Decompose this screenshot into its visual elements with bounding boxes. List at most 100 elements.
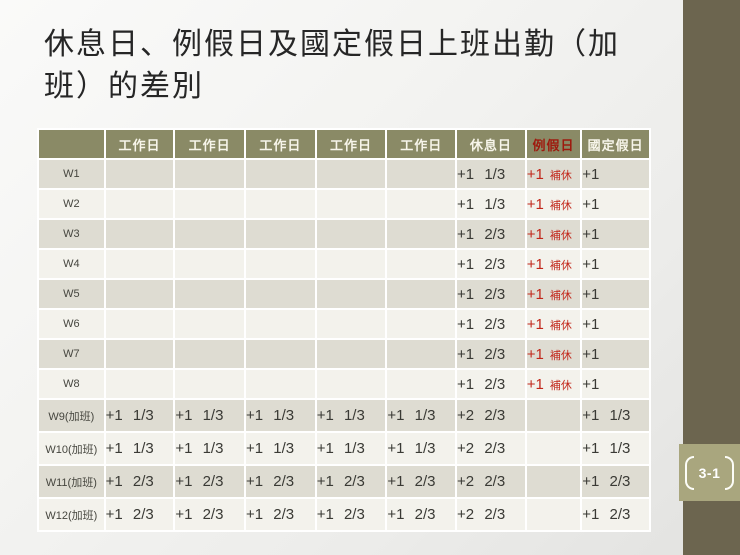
table-cell	[387, 310, 456, 338]
table-cell	[526, 400, 581, 431]
row-label: W7	[39, 340, 104, 368]
table-cell	[387, 220, 456, 248]
cell-note: 補休	[549, 229, 572, 242]
table-cell: +1	[582, 340, 649, 368]
table-cell: +1 1/3	[105, 400, 174, 431]
table-cell	[526, 433, 581, 464]
table-row: W11(加班) +1 2/3 +1 2/3 +1 2/3 +1 2/3 +1 2/3 +2 …	[39, 466, 649, 497]
table-row: W3 +1 2/3 +1 補休 +1	[39, 220, 649, 248]
table-cell: +1 2/3	[457, 220, 525, 248]
table-cell	[316, 160, 386, 188]
table-cell	[105, 280, 174, 308]
table-cell: +1 1/3	[457, 190, 525, 218]
table-cell: +2 2/3	[457, 433, 525, 464]
column-header: 休息日	[457, 130, 525, 158]
table-cell: +2 2/3	[457, 400, 525, 431]
table-header-row: 工作日 工作日 工作日 工作日 工作日 休息日 例假日 國定假日	[39, 130, 649, 158]
table-cell	[175, 340, 244, 368]
cell-value: +1	[526, 165, 544, 183]
table-cell: +1 2/3	[105, 499, 174, 530]
cell-value: +1	[526, 375, 544, 393]
table-row: W7 +1 2/3 +1 補休 +1	[39, 340, 649, 368]
row-label: W12(加班)	[39, 499, 104, 530]
column-header: 工作日	[387, 130, 456, 158]
page-number: 3-1	[698, 464, 721, 481]
table-cell: +1 2/3	[246, 466, 315, 497]
table-cell: +1 2/3	[387, 499, 456, 530]
bracket-right-decoration	[725, 455, 735, 490]
overtime-comparison-table: 工作日 工作日 工作日 工作日 工作日 休息日 例假日 國定假日 W1 +1 1/3 +1 補休 +1…	[37, 128, 651, 532]
table-cell	[316, 220, 386, 248]
cell-note: 補休	[549, 199, 572, 212]
table-cell: +1 2/3	[175, 466, 244, 497]
row-label: W4	[39, 250, 104, 278]
table-cell: +1 2/3	[246, 499, 315, 530]
table-cell: +1 補休	[526, 370, 581, 398]
table-cell: +1	[582, 250, 649, 278]
table-cell	[316, 370, 386, 398]
row-label: W1	[39, 160, 104, 188]
table-cell: +1 1/3	[457, 160, 525, 188]
table-cell: +1 1/3	[582, 400, 649, 431]
table-cell	[246, 250, 315, 278]
table-cell	[246, 340, 315, 368]
table-cell: +1 2/3	[457, 340, 525, 368]
table-cell: +1	[582, 310, 649, 338]
slide-title-line-2: 班）的差別	[44, 69, 204, 104]
table-row: W4 +1 2/3 +1 補休 +1	[39, 250, 649, 278]
row-label: W11(加班)	[39, 466, 104, 497]
row-label: W2	[39, 190, 104, 218]
cell-value: +1	[526, 225, 544, 243]
cell-value: +1	[526, 315, 544, 333]
table-cell: +1 補休	[526, 280, 581, 308]
table-cell: +1 2/3	[457, 370, 525, 398]
table-cell	[105, 190, 174, 218]
table-cell	[316, 190, 386, 218]
table-cell: +1 2/3	[316, 466, 386, 497]
row-label: W8	[39, 370, 104, 398]
table-cell	[175, 190, 244, 218]
table-cell	[526, 499, 581, 530]
table-cell	[387, 250, 456, 278]
table-row: W2 +1 1/3 +1 補休 +1	[39, 190, 649, 218]
table-cell	[246, 160, 315, 188]
column-header: 國定假日	[582, 130, 649, 158]
table-cell	[316, 310, 386, 338]
table-cell: +1	[582, 220, 649, 248]
table-row: W6 +1 2/3 +1 補休 +1	[39, 310, 649, 338]
table-cell	[316, 250, 386, 278]
cell-note: 補休	[549, 169, 572, 182]
column-header: 工作日	[246, 130, 315, 158]
table-row: W8 +1 2/3 +1 補休 +1	[39, 370, 649, 398]
table-cell: +1 2/3	[387, 466, 456, 497]
table-cell: +1 1/3	[246, 433, 315, 464]
slide-title-line-1: 休息日、例假日及國定假日上班出勤（加	[44, 27, 620, 62]
table-cell	[387, 370, 456, 398]
table-cell: +1 補休	[526, 190, 581, 218]
table-cell: +1 2/3	[105, 466, 174, 497]
table-cell	[316, 340, 386, 368]
bracket-left-decoration	[684, 455, 694, 490]
table-cell	[246, 220, 315, 248]
column-header: 工作日	[175, 130, 244, 158]
table-cell: +1 1/3	[387, 400, 456, 431]
table-cell	[246, 190, 315, 218]
table-cell	[175, 310, 244, 338]
table-cell: +1 補休	[526, 220, 581, 248]
column-header: 工作日	[105, 130, 174, 158]
table-cell	[105, 310, 174, 338]
table-cell	[105, 340, 174, 368]
cell-value: +1	[526, 285, 544, 303]
table-cell: +1 1/3	[316, 433, 386, 464]
table-cell	[387, 280, 456, 308]
table-cell: +1 2/3	[457, 280, 525, 308]
table-cell	[387, 190, 456, 218]
table-cell: +2 2/3	[457, 466, 525, 497]
table-cell	[175, 250, 244, 278]
cell-note: 補休	[549, 349, 572, 362]
table-cell: +1	[582, 370, 649, 398]
table-cell	[387, 340, 456, 368]
table-cell: +1 2/3	[316, 499, 386, 530]
table-cell: +1	[582, 280, 649, 308]
table-cell	[105, 250, 174, 278]
